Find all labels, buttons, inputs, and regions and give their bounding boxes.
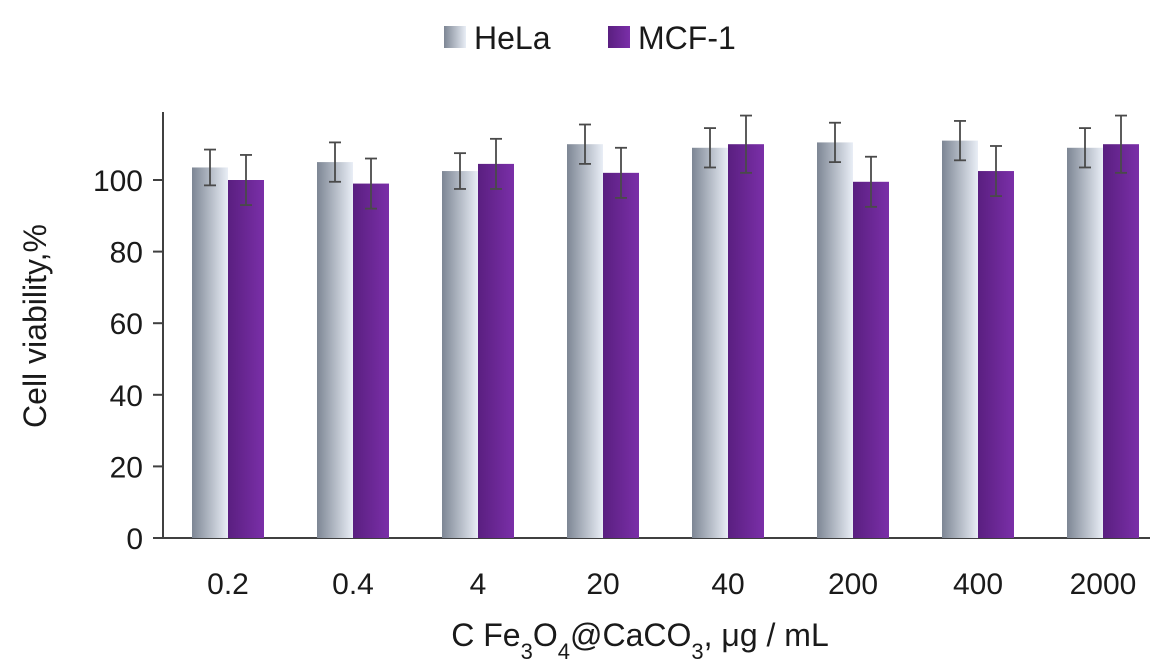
- bar-hela-200: [817, 142, 853, 538]
- legend-swatch-hela: [444, 26, 466, 48]
- x-tick-label-0.4: 0.4: [332, 568, 374, 601]
- y-tick-label: 80: [110, 237, 143, 270]
- bar-hela-0.2: [192, 167, 228, 538]
- bar-mcf1-40: [728, 144, 764, 538]
- y-tick-label: 40: [110, 380, 143, 413]
- x-tick-label-4: 4: [470, 568, 487, 601]
- bar-hela-40: [692, 147, 728, 538]
- plot-area: 0 20 40 60 80 100 0.2 0.4 4 20 40 200 400 2000: [93, 112, 1150, 601]
- y-tick-label: 100: [93, 165, 143, 198]
- bar-hela-2000: [1067, 147, 1103, 538]
- x-axis-title: C Fe3O4@CaCO3, μg / mL: [451, 617, 829, 664]
- legend-swatch-mcf1: [608, 26, 630, 48]
- x-tick-label-0.2: 0.2: [207, 568, 249, 601]
- bar-mcf1-2000: [1103, 144, 1139, 538]
- x-tick-label-20: 20: [586, 568, 619, 601]
- bar-mcf1-200: [853, 181, 889, 539]
- y-tick-label: 0: [126, 523, 143, 556]
- bar-mcf1-4: [478, 163, 514, 538]
- x-tick-label-2000: 2000: [1070, 568, 1137, 601]
- x-tick-label-40: 40: [711, 568, 744, 601]
- legend: HeLa MCF-1: [444, 20, 736, 56]
- bar-mcf1-0.4: [353, 183, 389, 538]
- bar-mcf1-400: [978, 171, 1014, 539]
- bar-hela-4: [442, 171, 478, 539]
- bar-mcf1-20: [603, 172, 639, 538]
- legend-label-hela: HeLa: [474, 20, 551, 56]
- y-tick-label: 60: [110, 308, 143, 341]
- x-tick-label-400: 400: [953, 568, 1003, 601]
- bar-hela-20: [567, 144, 603, 538]
- x-tick-label-200: 200: [828, 568, 878, 601]
- bar-hela-400: [942, 140, 978, 538]
- bar-mcf1-0.2: [228, 180, 264, 538]
- y-tick-label: 20: [110, 451, 143, 484]
- legend-label-mcf1: MCF-1: [638, 20, 736, 56]
- bar-hela-0.4: [317, 162, 353, 538]
- y-axis-title: Cell viability,%: [17, 224, 53, 428]
